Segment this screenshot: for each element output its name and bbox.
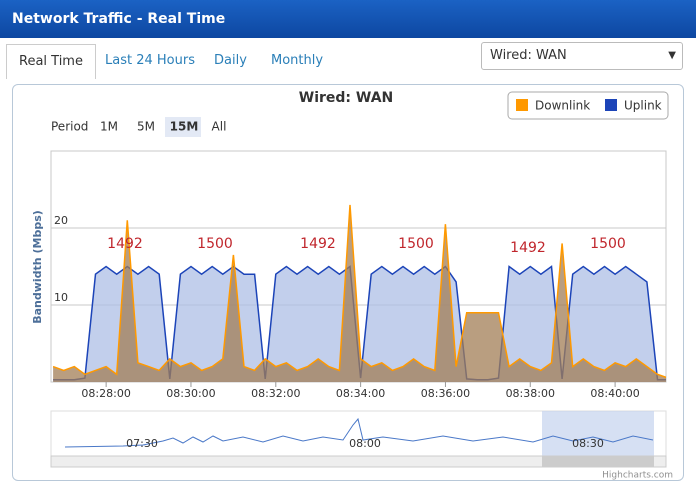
- credits: Highcharts.com: [602, 471, 673, 481]
- x-tick-label: 08:34:00: [336, 387, 385, 400]
- x-tick-label: 08:32:00: [251, 387, 300, 400]
- navigator-tick-label: 07:30: [126, 437, 158, 450]
- annotation: 1492: [300, 236, 336, 252]
- interface-select[interactable]: Wired: WAN ▼: [481, 42, 683, 70]
- period-button[interactable]: All: [212, 120, 227, 134]
- annotation: 1492: [510, 240, 546, 256]
- period-button[interactable]: 15M: [170, 120, 199, 134]
- x-tick-label: 08:30:00: [166, 387, 215, 400]
- annotation: 1492: [107, 236, 143, 252]
- legend-label: Downlink: [535, 99, 590, 113]
- navigator-window[interactable]: [542, 411, 654, 456]
- period-button[interactable]: 1M: [100, 120, 118, 134]
- y-tick-label: 20: [54, 214, 68, 227]
- navigator-line: [64, 417, 654, 448]
- navigator-tick-label: 08:30: [572, 437, 604, 450]
- series-group: [52, 204, 666, 382]
- legend-label: Uplink: [624, 99, 662, 113]
- tab[interactable]: Monthly: [271, 53, 324, 68]
- series-area: [53, 266, 666, 382]
- period-label: Period: [51, 120, 88, 134]
- scrollbar-thumb[interactable]: [542, 456, 654, 467]
- chart: Wired: WAN Period 1M 5M 15M All Bandwidt…: [31, 90, 673, 481]
- chart-panel: Wired: WAN Period 1M 5M 15M All Bandwidt…: [12, 84, 684, 481]
- y-axis-title: Bandwidth (Mbps): [31, 210, 44, 324]
- legend-box: [507, 91, 669, 120]
- tab[interactable]: Real Time: [6, 44, 96, 79]
- tab-bar: Real Time Last 24 Hours Daily Monthly: [0, 38, 696, 79]
- tab[interactable]: Daily: [214, 53, 247, 68]
- header-title: Network Traffic - Real Time: [12, 11, 226, 27]
- period-active-bg: [165, 117, 201, 137]
- chart-title: Wired: WAN: [299, 90, 394, 106]
- select-value: Wired: WAN: [490, 48, 567, 63]
- legend-swatch: [605, 99, 617, 111]
- navigator-tick-label: 08:00: [349, 437, 381, 450]
- select-arrow: ▼: [668, 50, 676, 61]
- x-tick-label: 08:28:00: [81, 387, 130, 400]
- period-button[interactable]: 5M: [137, 120, 155, 134]
- legend-swatch: [516, 99, 528, 111]
- annotation: 1500: [398, 236, 434, 252]
- x-tick-label: 08:40:00: [590, 387, 639, 400]
- annotation: 1500: [590, 236, 626, 252]
- x-tick-label: 08:38:00: [506, 387, 555, 400]
- tab[interactable]: Last 24 Hours: [105, 53, 195, 68]
- annotation: 1500: [197, 236, 233, 252]
- y-tick-label: 10: [54, 291, 68, 304]
- scrollbar[interactable]: [50, 455, 667, 468]
- header-bar: Network Traffic - Real Time: [0, 0, 696, 38]
- x-tick-label: 08:36:00: [421, 387, 470, 400]
- series-line: [52, 204, 666, 379]
